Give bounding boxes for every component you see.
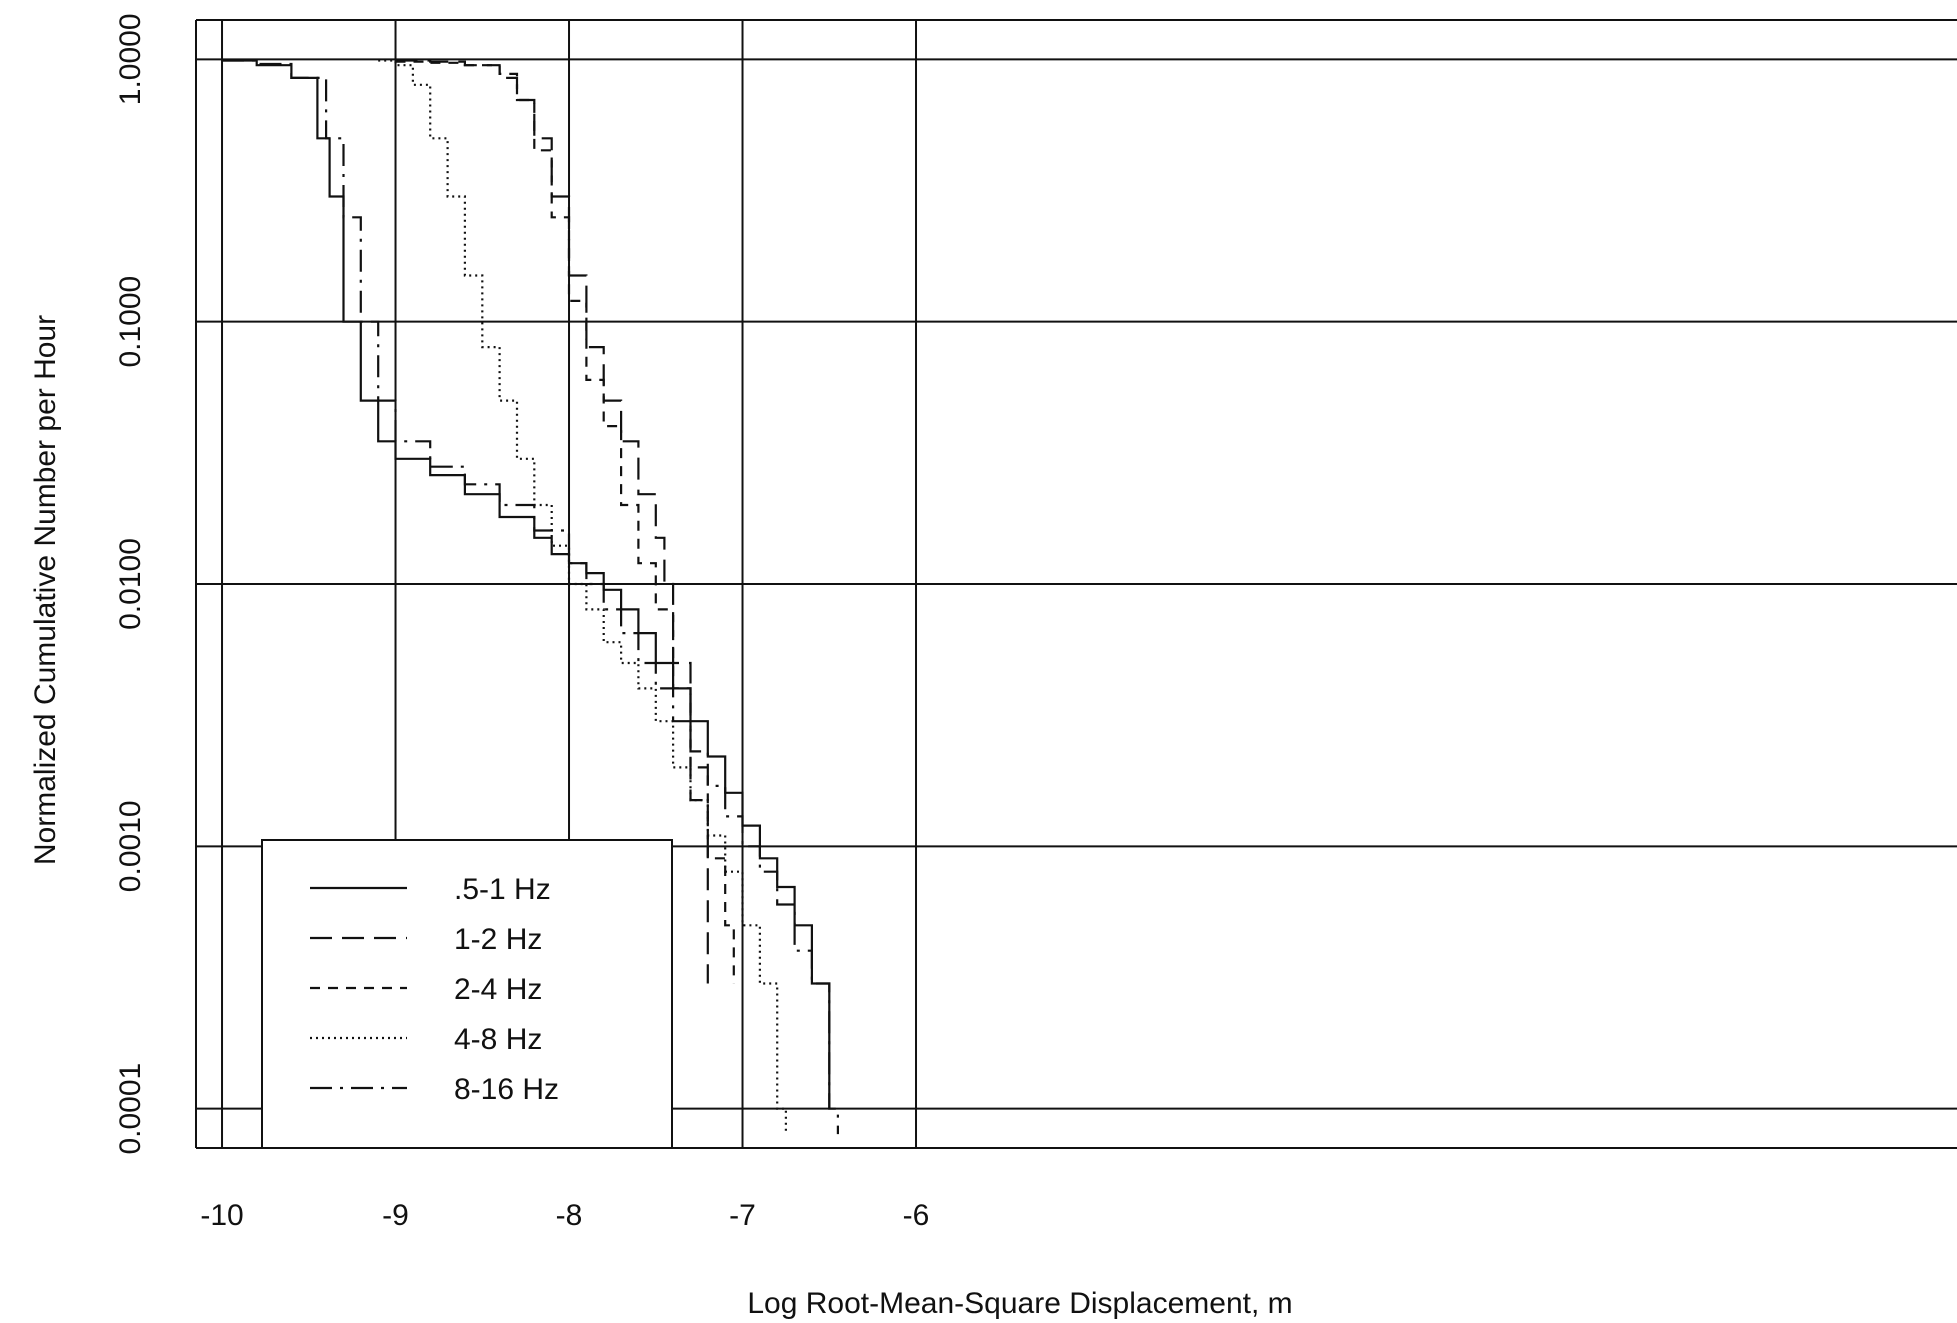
y-tick-label: 0.0100 [114, 538, 147, 630]
legend-box [261, 839, 673, 1149]
series-line [222, 59, 839, 1135]
legend: .5-1 Hz 1-2 Hz 2-4 Hz 4-8 Hz 8-16 Hz [261, 839, 673, 1149]
x-tick-label: -10 [200, 1199, 243, 1232]
y-axis-title: Normalized Cumulative Number per Hour [29, 315, 62, 865]
legend-entry-label: 8-16 Hz [454, 1073, 559, 1106]
legend-entry-label: .5-1 Hz [454, 873, 551, 906]
y-tick-label: 0.0001 [114, 1063, 147, 1155]
legend-entry-label: 2-4 Hz [454, 973, 542, 1006]
x-tick-label: -6 [903, 1199, 930, 1232]
series-line [395, 60, 735, 984]
y-tick-label: 0.0010 [114, 800, 147, 892]
legend-entry-label: 4-8 Hz [454, 1023, 542, 1056]
x-axis-title: Log Root-Mean-Square Displacement, m [747, 1287, 1292, 1320]
legend-entry-label: 1-2 Hz [454, 923, 542, 956]
series-line [378, 59, 787, 1135]
series-layer [222, 59, 839, 1135]
x-tick-label: -9 [382, 1199, 409, 1232]
y-tick-label: 1.0000 [114, 13, 147, 105]
y-tick-label: 0.1000 [114, 276, 147, 368]
x-tick-label: -8 [556, 1199, 583, 1232]
x-tick-label: -7 [729, 1199, 756, 1232]
